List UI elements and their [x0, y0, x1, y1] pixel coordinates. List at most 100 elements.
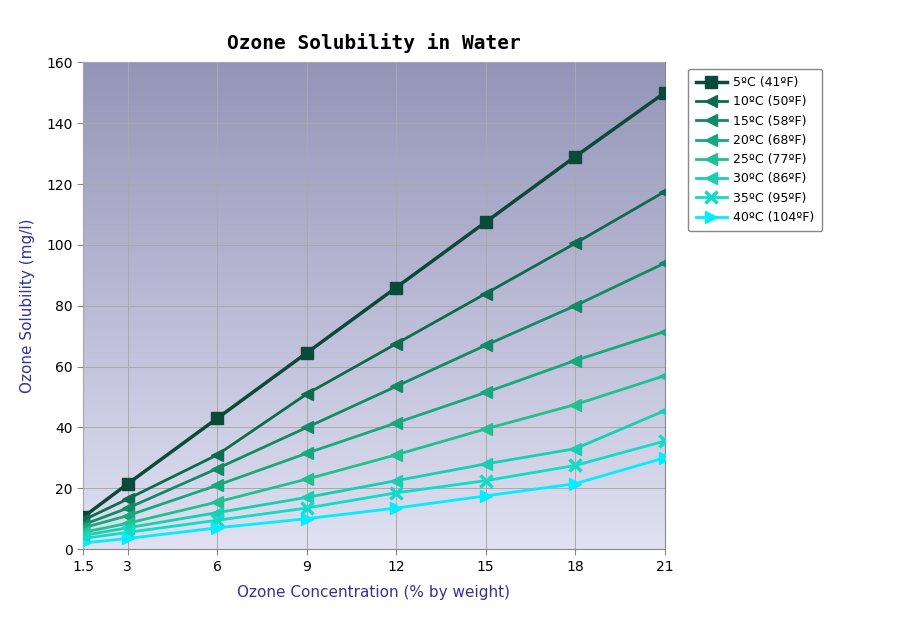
- 15ºC (58ºF): [301, 424, 312, 431]
- Bar: [83, 514, 665, 515]
- Bar: [83, 417, 665, 419]
- Bar: [83, 223, 665, 225]
- Bar: [83, 409, 665, 411]
- Bar: [83, 364, 665, 366]
- Bar: [83, 165, 665, 166]
- Bar: [83, 230, 665, 231]
- Bar: [83, 427, 665, 429]
- Bar: [83, 449, 665, 450]
- Bar: [83, 173, 665, 174]
- Bar: [83, 413, 665, 414]
- Bar: [83, 200, 665, 202]
- Bar: [83, 194, 665, 195]
- Bar: [83, 530, 665, 531]
- Bar: [83, 263, 665, 265]
- Bar: [83, 439, 665, 441]
- 25ºC (77ºF): [390, 451, 402, 459]
- Bar: [83, 479, 665, 481]
- 25ºC (77ºF): [659, 372, 670, 379]
- Bar: [83, 62, 665, 64]
- Bar: [83, 303, 665, 304]
- 35ºC (95ºF): [390, 489, 402, 497]
- Bar: [83, 373, 665, 374]
- Bar: [83, 218, 665, 220]
- Line: 40ºC (104ºF): 40ºC (104ºF): [78, 452, 670, 548]
- Bar: [83, 71, 665, 72]
- Line: 25ºC (77ºF): 25ºC (77ºF): [78, 370, 670, 538]
- Y-axis label: Ozone Solubility (mg/l): Ozone Solubility (mg/l): [20, 218, 35, 393]
- Bar: [83, 429, 665, 431]
- Bar: [83, 181, 665, 182]
- 40ºC (104ºF): [78, 539, 89, 547]
- Bar: [83, 273, 665, 275]
- 10ºC (50ºF): [569, 240, 581, 247]
- Bar: [83, 202, 665, 203]
- Bar: [83, 231, 665, 233]
- Bar: [83, 504, 665, 505]
- Bar: [83, 546, 665, 547]
- Bar: [83, 455, 665, 457]
- Bar: [83, 85, 665, 87]
- 25ºC (77ºF): [480, 425, 491, 432]
- Bar: [83, 130, 665, 132]
- Bar: [83, 454, 665, 455]
- Bar: [83, 236, 665, 238]
- Bar: [83, 271, 665, 273]
- 20ºC (68ºF): [480, 389, 491, 396]
- Bar: [83, 348, 665, 349]
- Bar: [83, 79, 665, 80]
- Bar: [83, 195, 665, 197]
- Bar: [83, 222, 665, 223]
- Bar: [83, 189, 665, 190]
- Bar: [83, 251, 665, 252]
- 40ºC (104ºF): [122, 535, 133, 542]
- 20ºC (68ºF): [122, 512, 133, 519]
- Bar: [83, 431, 665, 432]
- Bar: [83, 100, 665, 101]
- Bar: [83, 95, 665, 97]
- Bar: [83, 333, 665, 335]
- Bar: [83, 381, 665, 382]
- Bar: [83, 368, 665, 369]
- Bar: [83, 270, 665, 271]
- Bar: [83, 405, 665, 406]
- Bar: [83, 312, 665, 314]
- Bar: [83, 324, 665, 325]
- Bar: [83, 384, 665, 385]
- Bar: [83, 76, 665, 77]
- Bar: [83, 317, 665, 319]
- Bar: [83, 97, 665, 98]
- Bar: [83, 145, 665, 147]
- Bar: [83, 371, 665, 373]
- Bar: [83, 114, 665, 116]
- Bar: [83, 411, 665, 413]
- Bar: [83, 314, 665, 316]
- 20ºC (68ºF): [301, 449, 312, 457]
- 5ºC (41ºF): [659, 89, 670, 97]
- 5ºC (41ºF): [480, 218, 491, 226]
- 40ºC (104ºF): [390, 504, 402, 512]
- Bar: [83, 536, 665, 538]
- Bar: [83, 155, 665, 157]
- Bar: [83, 457, 665, 458]
- Bar: [83, 354, 665, 356]
- Bar: [83, 541, 665, 543]
- Bar: [83, 208, 665, 210]
- Bar: [83, 98, 665, 100]
- Bar: [83, 160, 665, 162]
- 40ºC (104ºF): [480, 492, 491, 500]
- Line: 15ºC (58ºF): 15ºC (58ºF): [78, 258, 670, 530]
- Bar: [83, 547, 665, 549]
- Bar: [83, 295, 665, 296]
- 15ºC (58ºF): [659, 260, 670, 267]
- Bar: [83, 335, 665, 336]
- Bar: [83, 84, 665, 85]
- 40ºC (104ºF): [659, 454, 670, 462]
- Bar: [83, 82, 665, 84]
- Bar: [83, 286, 665, 288]
- Bar: [83, 523, 665, 525]
- Bar: [83, 132, 665, 134]
- Bar: [83, 478, 665, 479]
- Legend: 5ºC (41ºF), 10ºC (50ºF), 15ºC (58ºF), 20ºC (68ºF), 25ºC (77ºF), 30ºC (86ºF), 35º: 5ºC (41ºF), 10ºC (50ºF), 15ºC (58ºF), 20…: [689, 69, 822, 232]
- Bar: [83, 462, 665, 463]
